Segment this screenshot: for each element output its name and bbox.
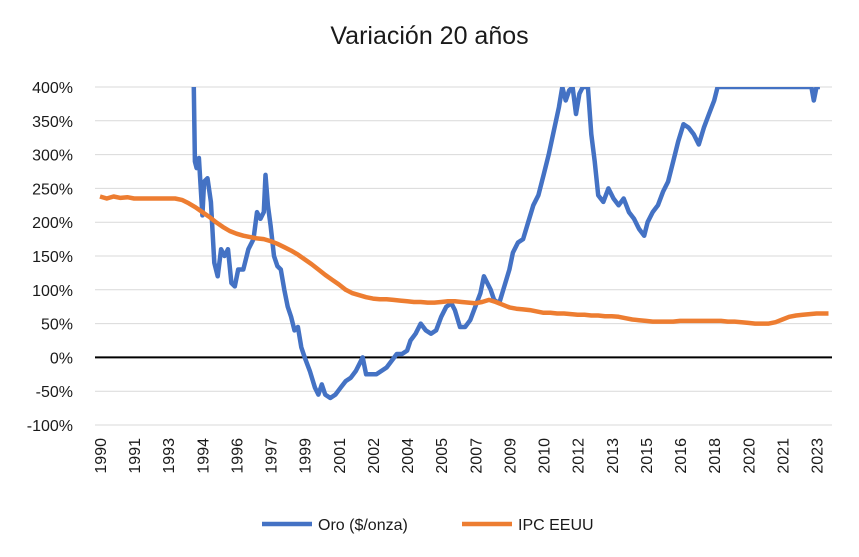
series-line-ipc [99,194,829,326]
x-tick-label: 1993 [161,438,178,474]
y-tick-labels: -100% -50% 0% 50% 100% 150% 200% 250% 300% 350% 40… [27,80,73,435]
x-tick-label: 2007 [468,438,485,474]
x-tick-label: 2005 [434,438,451,474]
series-line-oro [191,87,820,401]
y-tick-label: 0% [50,350,73,367]
y-tick-label: 250% [32,181,73,198]
series-layer [99,87,829,401]
x-tick-label: 2018 [707,438,724,474]
x-tick-label: 2002 [366,438,383,474]
chart-title: Variación 20 años [330,22,529,50]
y-tick-label: 50% [41,317,73,334]
x-tick-label: 2021 [775,438,792,474]
y-tick-label: -100% [27,418,73,435]
x-tick-label: 1994 [195,438,212,474]
legend-label: Oro ($/onza) [318,517,408,534]
x-tick-label: 2015 [639,438,656,474]
x-tick-label: 2004 [400,438,417,474]
y-tick-label: 150% [32,249,73,266]
x-tick-label: 2012 [571,438,588,474]
y-tick-label: 350% [32,114,73,131]
x-tick-labels: 1990 1991 1993 1994 1996 1997 1999 2001 2002 2004… [93,438,827,474]
x-tick-label: 1997 [264,438,281,474]
x-tick-label: 1999 [298,438,315,474]
x-tick-label: 1996 [229,438,246,474]
x-tick-label: 2023 [810,438,827,474]
y-tick-label: 400% [32,80,73,97]
legend: Oro ($/onza) IPC EEUU [262,517,594,534]
x-tick-label: 2016 [673,438,690,474]
x-tick-label: 2010 [537,438,554,474]
y-tick-label: -50% [36,384,73,401]
x-tick-label: 1991 [127,438,144,474]
x-tick-label: 2001 [332,438,349,474]
x-tick-label: 2013 [605,438,622,474]
y-tick-label: 200% [32,215,73,232]
legend-label: IPC EEUU [518,517,594,534]
x-tick-label: 1990 [93,438,110,474]
x-tick-label: 2009 [502,438,519,474]
y-tick-label: 300% [32,148,73,165]
y-tick-label: 100% [32,283,73,300]
x-tick-label: 2020 [741,438,758,474]
grid-layer [95,86,832,426]
